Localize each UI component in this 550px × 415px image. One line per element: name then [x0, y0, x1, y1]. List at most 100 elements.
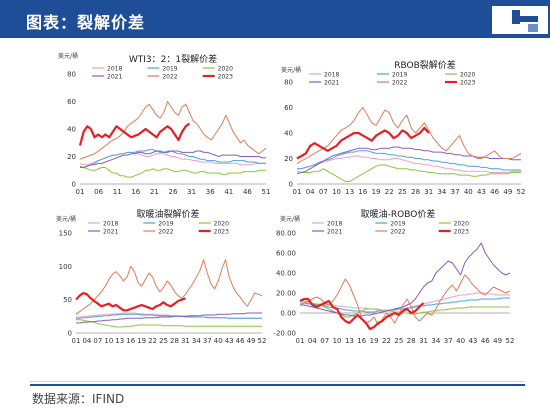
legend-label-2018: 2018 — [103, 221, 118, 228]
x-tick-label: 07 — [93, 337, 102, 345]
x-tick-label: 52 — [506, 337, 515, 345]
y-tick-label: 20 — [67, 153, 76, 161]
legend-label-2020: 2020 — [218, 66, 233, 73]
y-tick-label: 150 — [59, 230, 72, 238]
chart-title: WTI3：2：1裂解价差 — [129, 53, 217, 65]
legend-label-2020: 2020 — [214, 221, 229, 228]
x-tick-label: 10 — [104, 337, 113, 345]
series-line-2022 — [79, 101, 267, 160]
x-tick-label: 01 — [72, 337, 81, 345]
x-tick-label: 01 — [296, 337, 305, 345]
x-tick-label: 16 — [131, 188, 140, 196]
x-tick-label: 40 — [214, 337, 223, 345]
series-line-2020 — [79, 165, 266, 178]
y-unit-label: 美元/桶 — [56, 215, 76, 223]
x-tick-label: 04 — [306, 188, 315, 196]
header-bar: 图表：裂解价差 — [0, 0, 550, 38]
x-tick-label: 21 — [150, 188, 159, 196]
x-tick-label: 37 — [203, 337, 212, 345]
legend-label-2020: 2020 — [460, 72, 475, 79]
x-tick-label: 37 — [444, 337, 453, 345]
legend-label-2023: 2023 — [460, 80, 475, 87]
x-tick-label: 28 — [407, 337, 416, 345]
x-tick-label: 34 — [192, 337, 201, 345]
x-tick-label: 49 — [503, 188, 512, 196]
x-tick-label: 49 — [493, 337, 502, 345]
x-tick-label: 22 — [148, 337, 157, 345]
x-tick-label: 28 — [411, 188, 420, 196]
x-tick-label: 19 — [372, 188, 381, 196]
footer-divider — [30, 384, 525, 386]
y-tick-label: 20.00 — [276, 290, 296, 298]
legend-label-2022: 2022 — [392, 80, 407, 87]
x-tick-label: 07 — [320, 337, 329, 345]
series-line-2020 — [296, 164, 521, 182]
y-unit-label: 美元/桶 — [281, 66, 301, 74]
x-tick-label: 04 — [308, 337, 317, 345]
x-tick-label: 10 — [333, 337, 342, 345]
y-tick-label: 100 — [59, 263, 72, 271]
x-tick-label: 04 — [82, 337, 91, 345]
legend-label-2023: 2023 — [218, 74, 233, 81]
y-unit-label: 美元/桶 — [58, 52, 78, 60]
series-line-2023 — [296, 126, 430, 160]
footer-divider-light — [30, 381, 525, 382]
x-tick-label: 31 — [187, 188, 196, 196]
x-tick-label: 46 — [490, 188, 499, 196]
x-tick-label: 13 — [345, 188, 354, 196]
series-line-2023 — [75, 291, 186, 312]
legend-label-2023: 2023 — [454, 229, 469, 236]
y-tick-label: 60 — [67, 98, 76, 106]
y-tick-label: 0 — [68, 330, 72, 338]
legend-label-2020: 2020 — [454, 221, 469, 228]
x-tick-label: 43 — [477, 188, 486, 196]
series-line-2018 — [297, 155, 521, 173]
y-tick-label: 20 — [284, 155, 293, 163]
x-tick-label: 28 — [170, 337, 179, 345]
y-tick-label: 60 — [284, 104, 293, 112]
x-tick-label: 06 — [94, 188, 103, 196]
legend-label-2019: 2019 — [162, 66, 177, 73]
x-tick-label: 07 — [319, 188, 328, 196]
series-line-2021 — [300, 242, 511, 317]
y-tick-label: -20.00 — [273, 330, 296, 338]
series-line-2019 — [297, 150, 521, 171]
y-tick-label: 40.00 — [276, 270, 296, 278]
series-line-2020 — [76, 319, 262, 328]
y-tick-label: 0.00 — [280, 310, 296, 318]
x-tick-label: 26 — [169, 188, 178, 196]
y-unit-label: 美元/桶 — [280, 215, 300, 223]
y-tick-label: 80 — [67, 71, 76, 79]
x-tick-label: 40 — [456, 337, 465, 345]
chart-title: 取暖油裂解价差 — [136, 208, 199, 220]
x-tick-label: 19 — [370, 337, 379, 345]
y-tick-label: 80 — [284, 79, 293, 87]
series-line-2023 — [299, 297, 425, 331]
x-tick-label: 43 — [468, 337, 477, 345]
x-tick-label: 31 — [181, 337, 190, 345]
legend-label-2022: 2022 — [390, 229, 405, 236]
series-line-2023 — [78, 122, 191, 146]
x-tick-label: 25 — [159, 337, 168, 345]
x-tick-label: 46 — [243, 188, 252, 196]
x-tick-label: 52 — [517, 188, 525, 196]
y-tick-label: 80.00 — [276, 230, 296, 238]
x-tick-label: 16 — [126, 337, 135, 345]
x-tick-label: 13 — [115, 337, 124, 345]
legend-label-2021: 2021 — [103, 229, 118, 236]
legend-label-2021: 2021 — [107, 74, 122, 81]
y-tick-label: 50 — [63, 296, 72, 304]
x-tick-label: 43 — [225, 337, 234, 345]
legend-label-2021: 2021 — [324, 80, 339, 87]
legend-label-2019: 2019 — [390, 221, 405, 228]
x-tick-label: 34 — [437, 188, 446, 196]
x-tick-label: 13 — [345, 337, 354, 345]
x-tick-label: 31 — [419, 337, 428, 345]
legend-label-2022: 2022 — [162, 74, 177, 81]
y-tick-label: 0 — [289, 181, 293, 189]
x-tick-label: 46 — [481, 337, 490, 345]
x-tick-label: 41 — [224, 188, 233, 196]
x-tick-label: 16 — [357, 337, 366, 345]
x-tick-label: 49 — [247, 337, 256, 345]
